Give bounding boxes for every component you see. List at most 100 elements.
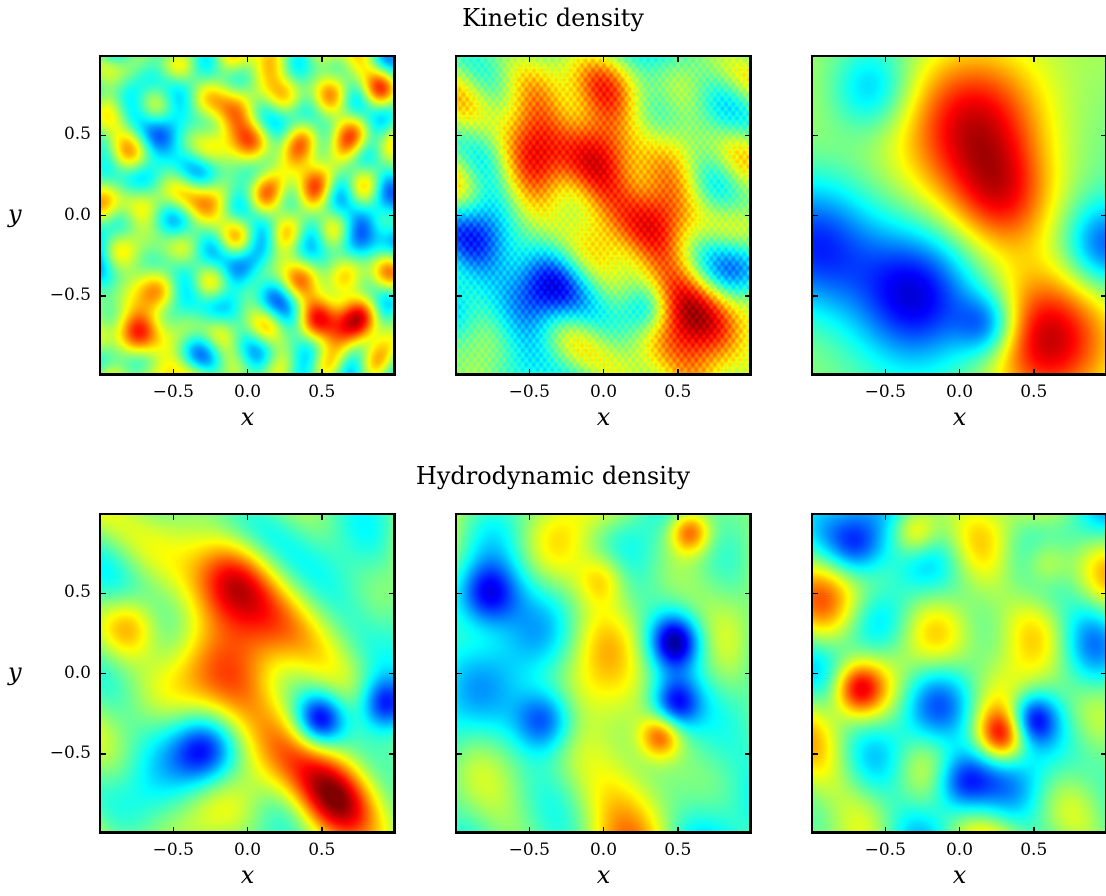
- x-tick-mark-bottom: [1033, 369, 1035, 376]
- x-tick-label: 0.0: [233, 840, 262, 860]
- y-tick-mark-right: [1101, 753, 1106, 755]
- x-tick-mark-top: [528, 513, 530, 520]
- x-tick-mark-top: [246, 55, 249, 62]
- y-tick-mark-right: [389, 672, 396, 675]
- x-tick-mark-top: [677, 513, 679, 520]
- x-tick-label: 0.5: [664, 840, 692, 860]
- y-tick-mark-right: [389, 295, 396, 297]
- y-tick-mark-left: [811, 592, 818, 594]
- y-tick-mark-left: [811, 214, 818, 217]
- x-tick-mark-top: [958, 513, 961, 520]
- x-tick-mark-top: [884, 513, 886, 520]
- y-tick-mark-right: [1101, 134, 1106, 136]
- x-tick-mark-bottom: [321, 369, 323, 376]
- y-tick-label: 0.5: [63, 582, 91, 603]
- x-tick-mark-top: [321, 55, 323, 62]
- heatmap-image-5: [457, 515, 749, 831]
- x-axis-label: x: [596, 861, 611, 889]
- x-tick-mark-bottom: [172, 827, 174, 834]
- x-tick-label: 0.5: [308, 840, 336, 860]
- y-tick-mark-left: [99, 753, 106, 755]
- x-tick-mark-top: [1033, 513, 1035, 520]
- y-tick-mark-right: [745, 214, 752, 217]
- x-tick-label: 0.5: [1020, 840, 1048, 860]
- heatmap-panel-5: [455, 513, 752, 834]
- y-tick-mark-left: [99, 134, 106, 136]
- x-tick-mark-bottom: [677, 827, 679, 834]
- x-tick-label: 0.0: [945, 382, 974, 402]
- x-tick-mark-bottom: [958, 369, 961, 376]
- y-tick-mark-right: [745, 295, 752, 297]
- x-tick-mark-bottom: [677, 369, 679, 376]
- x-tick-label: 0.0: [233, 382, 262, 402]
- y-tick-mark-left: [455, 214, 462, 217]
- x-tick-mark-top: [321, 513, 323, 520]
- y-tick-mark-right: [1101, 592, 1106, 594]
- x-tick-mark-bottom: [884, 827, 886, 834]
- x-axis-label: x: [240, 861, 255, 889]
- heatmap-image-6: [813, 515, 1105, 831]
- x-tick-mark-bottom: [528, 827, 530, 834]
- x-tick-mark-top: [172, 513, 174, 520]
- y-tick-mark-left: [811, 672, 818, 675]
- x-tick-label: −0.5: [508, 382, 550, 402]
- y-tick-mark-left: [455, 134, 462, 136]
- x-tick-label: −0.5: [864, 382, 906, 402]
- y-tick-mark-left: [811, 295, 818, 297]
- x-tick-mark-top: [602, 55, 605, 62]
- heatmap-image-3: [813, 57, 1105, 373]
- x-tick-label: 0.5: [308, 382, 336, 402]
- x-tick-mark-bottom: [602, 827, 605, 834]
- y-tick-mark-left: [455, 753, 462, 755]
- y-tick-mark-right: [1101, 214, 1106, 217]
- heatmap-panel-3: [811, 55, 1106, 376]
- heatmap-image-2: [457, 57, 749, 373]
- y-tick-label: 0.0: [63, 662, 91, 683]
- x-tick-label: 0.0: [589, 840, 618, 860]
- x-tick-label: −0.5: [152, 382, 194, 402]
- x-tick-label: −0.5: [152, 840, 194, 860]
- x-tick-label: −0.5: [864, 840, 906, 860]
- y-tick-mark-right: [389, 753, 396, 755]
- heatmap-panel-6: [811, 513, 1106, 834]
- y-axis-label: y: [8, 199, 22, 228]
- heatmap-image-1: [101, 57, 393, 373]
- y-tick-mark-left: [99, 214, 106, 217]
- y-tick-mark-right: [389, 592, 396, 594]
- x-tick-mark-top: [246, 513, 249, 520]
- x-tick-mark-bottom: [602, 369, 605, 376]
- x-tick-mark-top: [884, 55, 886, 62]
- y-tick-mark-right: [745, 134, 752, 136]
- y-tick-label: 0.0: [63, 204, 91, 225]
- x-tick-label: 0.5: [1020, 382, 1048, 402]
- x-tick-mark-bottom: [172, 369, 174, 376]
- x-tick-mark-bottom: [1033, 827, 1035, 834]
- x-tick-label: −0.5: [508, 840, 550, 860]
- y-tick-mark-left: [455, 295, 462, 297]
- x-tick-label: 0.5: [664, 382, 692, 402]
- x-tick-mark-bottom: [958, 827, 961, 834]
- y-tick-mark-left: [455, 592, 462, 594]
- x-tick-mark-bottom: [884, 369, 886, 376]
- y-tick-mark-right: [1101, 295, 1106, 297]
- hydrodynamic-density-title: Hydrodynamic density: [415, 462, 691, 490]
- x-tick-mark-top: [528, 55, 530, 62]
- y-tick-label: −0.5: [49, 284, 91, 305]
- x-tick-mark-bottom: [528, 369, 530, 376]
- x-tick-label: 0.0: [589, 382, 618, 402]
- y-tick-label: 0.5: [63, 124, 91, 145]
- x-tick-mark-top: [602, 513, 605, 520]
- y-tick-mark-left: [811, 134, 818, 136]
- y-tick-mark-left: [99, 672, 106, 675]
- heatmap-panel-2: [455, 55, 752, 376]
- x-axis-label: x: [952, 861, 967, 889]
- heatmap-image-4: [101, 515, 393, 831]
- y-tick-mark-right: [745, 592, 752, 594]
- y-tick-mark-right: [1101, 672, 1106, 675]
- x-tick-mark-top: [1033, 55, 1035, 62]
- y-axis-label: y: [8, 657, 22, 686]
- x-tick-mark-bottom: [321, 827, 323, 834]
- y-tick-mark-left: [99, 592, 106, 594]
- y-tick-mark-right: [389, 134, 396, 136]
